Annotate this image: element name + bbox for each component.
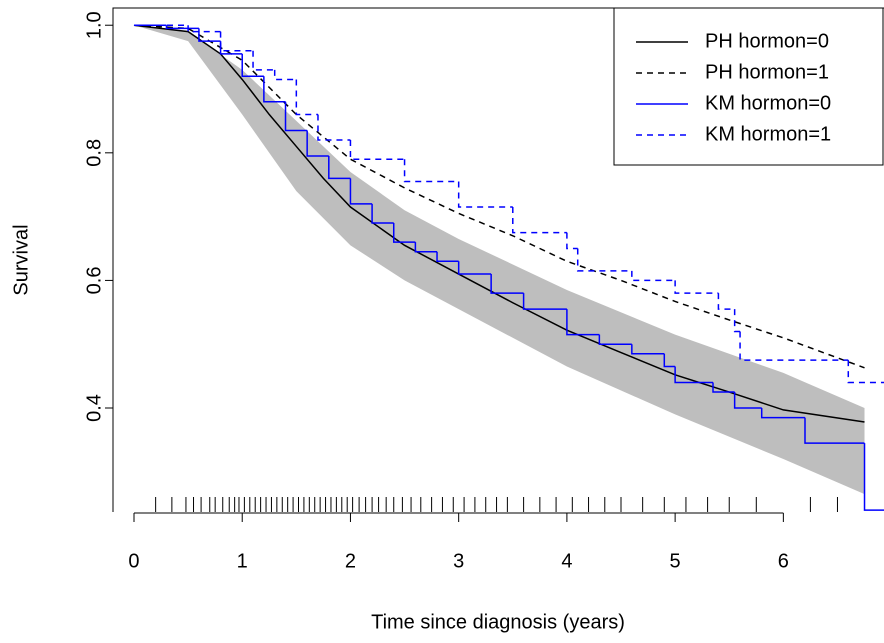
- km-step: [733, 392, 762, 409]
- km-step: [349, 178, 373, 205]
- km-step: [598, 334, 632, 345]
- legend-label: PH hormon=0: [705, 30, 829, 52]
- km-step: [733, 309, 741, 333]
- km-step: [674, 366, 714, 384]
- km-step: [263, 76, 286, 103]
- km-step: [863, 443, 884, 511]
- x-axis-label: Time since diagnosis (years): [371, 611, 625, 633]
- x-tick-label: 3: [453, 550, 464, 572]
- km-step: [631, 270, 676, 282]
- km-step: [436, 251, 459, 263]
- ph-curve: [133, 24, 865, 423]
- x-tick-label: 5: [670, 550, 681, 572]
- km-step: [403, 159, 459, 183]
- km-step: [674, 280, 719, 294]
- y-tick-label: 1.0: [83, 11, 105, 39]
- x-tick-label: 0: [128, 550, 139, 572]
- km-step: [847, 360, 884, 384]
- km-step: [306, 130, 329, 157]
- km-step: [219, 31, 254, 52]
- km-step: [317, 114, 351, 141]
- x-tick-label: 4: [561, 550, 572, 572]
- km-step: [392, 222, 416, 243]
- km-step: [371, 203, 394, 224]
- x-tick-label: 6: [778, 550, 789, 572]
- km-step: [566, 232, 578, 250]
- km-step: [219, 41, 243, 55]
- km-step: [295, 79, 318, 116]
- legend-label: PH hormon=1: [705, 61, 829, 83]
- km-step: [457, 181, 513, 208]
- km-step: [187, 25, 221, 33]
- km-step: [252, 50, 275, 71]
- legend-box: [613, 7, 884, 166]
- y-tick-label: 0.8: [83, 139, 105, 167]
- km-step: [522, 293, 567, 310]
- km-step: [717, 293, 735, 310]
- x-tick-label: 1: [237, 550, 248, 572]
- km-step: [566, 309, 600, 336]
- legend-label: KM hormon=1: [705, 123, 831, 145]
- km-step: [490, 274, 524, 294]
- km-step: [241, 53, 264, 78]
- km-step: [457, 261, 492, 275]
- km-step: [712, 382, 735, 393]
- km-step: [414, 242, 438, 253]
- km-step: [198, 28, 221, 42]
- km-step: [349, 140, 405, 160]
- km-step: [804, 417, 865, 444]
- km-step: [512, 207, 567, 234]
- km-step: [739, 331, 849, 361]
- km-step: [284, 101, 308, 132]
- km-step: [760, 408, 805, 419]
- km-step: [631, 344, 665, 355]
- x-tick-label: 2: [345, 550, 356, 572]
- legend-label: KM hormon=0: [705, 92, 831, 114]
- km-step: [663, 353, 676, 368]
- y-tick-label: 0.4: [83, 394, 105, 422]
- y-tick-label: 0.6: [83, 267, 105, 295]
- km-step: [328, 156, 351, 180]
- km-step: [273, 69, 297, 81]
- y-axis-label: Survival: [10, 224, 32, 295]
- km-step: [576, 248, 632, 272]
